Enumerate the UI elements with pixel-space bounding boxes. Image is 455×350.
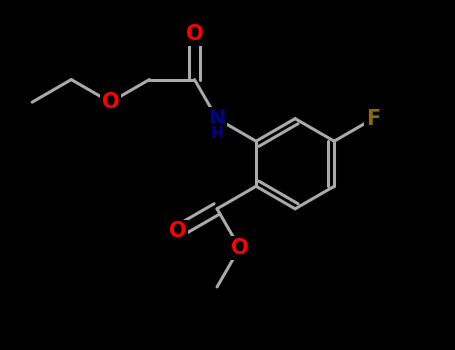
Text: F: F: [366, 108, 380, 129]
Text: H: H: [211, 126, 223, 141]
Text: O: O: [231, 238, 248, 258]
Text: O: O: [169, 221, 187, 241]
Text: O: O: [101, 92, 119, 112]
Text: O: O: [186, 25, 203, 44]
Text: N: N: [208, 108, 226, 129]
